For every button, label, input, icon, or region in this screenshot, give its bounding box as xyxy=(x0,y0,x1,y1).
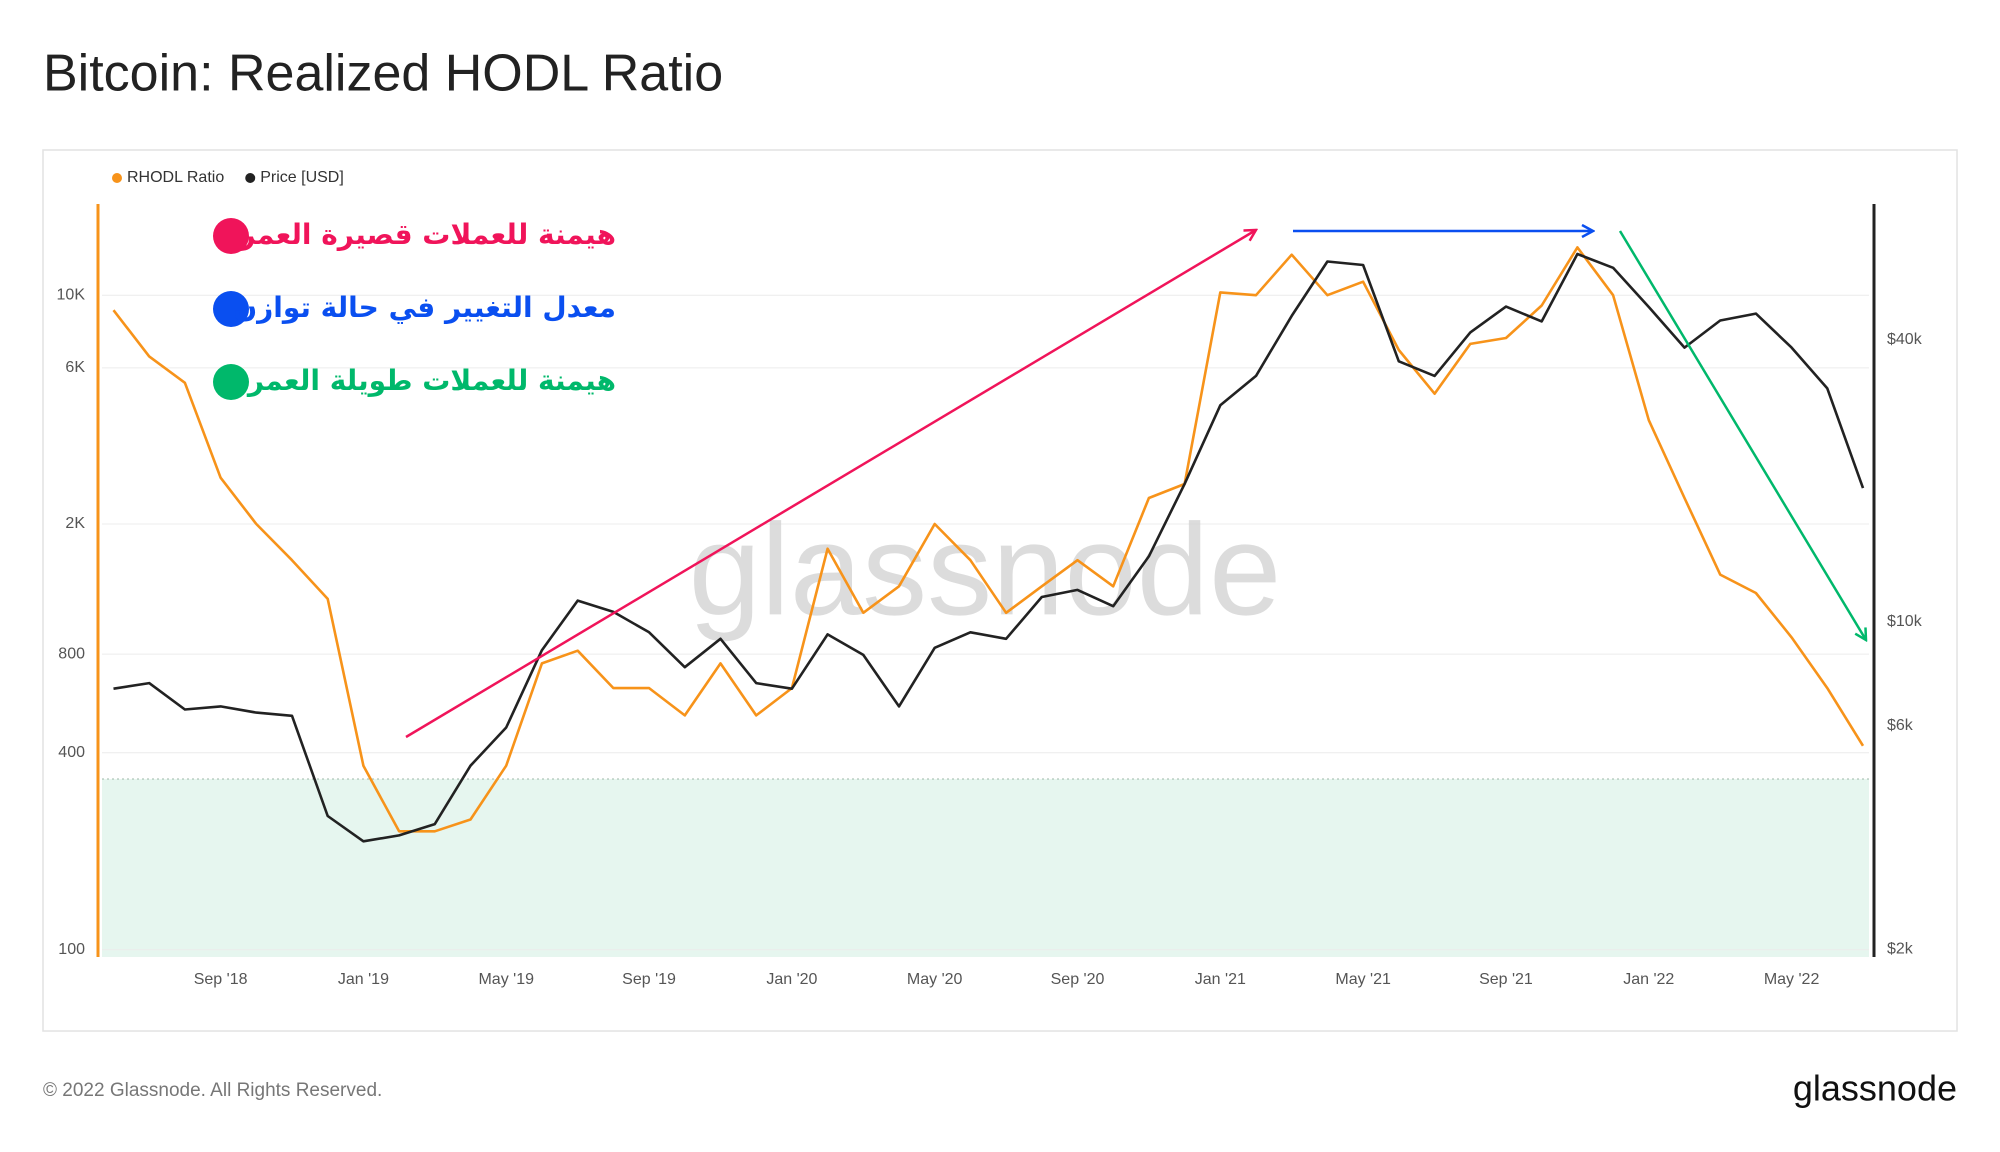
y-tick-label: 100 xyxy=(58,941,85,958)
plot-area xyxy=(112,246,1865,843)
x-tick-label: May '21 xyxy=(1335,971,1391,988)
y2-tick-label: $2k xyxy=(1887,940,1914,957)
copyright: © 2022 Glassnode. All Rights Reserved. xyxy=(43,1080,382,1101)
arrow xyxy=(405,230,1256,739)
y-tick-label: 6K xyxy=(65,359,85,376)
annotation-marker xyxy=(213,218,249,254)
legend-label: Price [USD] xyxy=(260,169,344,186)
x-tick-label: Jan '21 xyxy=(1195,971,1246,988)
y2-tick-label: $6k xyxy=(1887,717,1914,734)
chart-frame xyxy=(42,149,1958,1032)
legend-marker xyxy=(112,173,122,183)
x-tick-label: May '19 xyxy=(478,971,534,988)
x-tick-label: Sep '18 xyxy=(194,971,248,988)
arrow xyxy=(1618,230,1866,640)
low-zone xyxy=(102,779,1869,957)
x-tick-label: May '20 xyxy=(907,971,963,988)
annotation: هيمنة للعملات طويلة العمر xyxy=(246,364,616,397)
annotation: هيمنة للعملات قصيرة العمر xyxy=(237,218,616,251)
legend: RHODL Ratio Price [USD] xyxy=(112,169,344,186)
legend-marker xyxy=(245,173,256,183)
y-tick-label: 2K xyxy=(65,515,85,532)
chart-title: Bitcoin: Realized HODL Ratio xyxy=(43,45,723,103)
x-tick-label: Sep '21 xyxy=(1479,971,1533,988)
x-tick-label: May '22 xyxy=(1764,971,1820,988)
annotation-marker xyxy=(213,364,249,400)
annotations: هيمنة للعملات قصيرة العمر معدل التغيير في… xyxy=(213,218,616,400)
x-tick-label: Jan '20 xyxy=(766,971,817,988)
x-tick-label: Jan '22 xyxy=(1623,971,1674,988)
line xyxy=(113,252,1865,843)
y-tick-label: 400 xyxy=(58,744,85,761)
y2-tick-label: $10k xyxy=(1887,613,1923,630)
y-tick-label: 800 xyxy=(58,645,85,662)
grid xyxy=(102,294,1869,951)
annotation: معدل التغيير في حالة توازن xyxy=(233,291,616,324)
y-tick-label: 10K xyxy=(57,286,86,303)
annotation-marker xyxy=(213,291,249,327)
legend-label: RHODL Ratio xyxy=(127,169,224,186)
x-tick-label: Jan '19 xyxy=(338,971,389,988)
x-tick-label: Sep '20 xyxy=(1051,971,1105,988)
line xyxy=(112,246,1865,833)
watermark: glassnode xyxy=(689,496,1282,642)
y2-tick-label: $40k xyxy=(1887,331,1923,348)
logo: glassnode xyxy=(1793,1068,1957,1109)
x-tick-label: Sep '19 xyxy=(622,971,676,988)
